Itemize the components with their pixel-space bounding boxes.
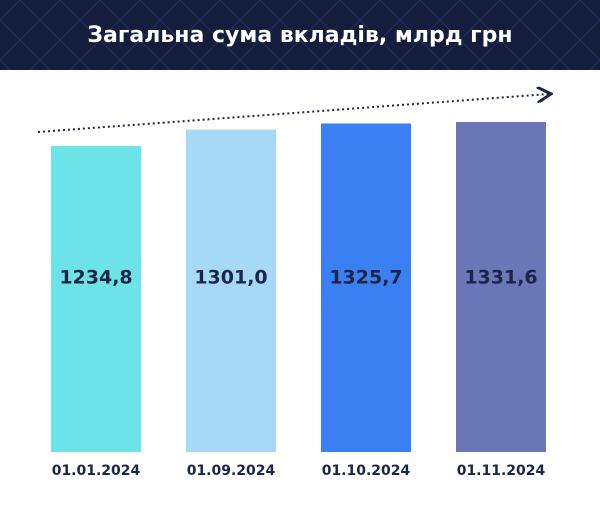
bar (321, 123, 411, 452)
trend-arrow (37, 94, 549, 133)
x-tick-label: 01.10.2024 (322, 463, 411, 479)
value-label: 1234,8 (59, 267, 132, 289)
value-label: 1325,7 (329, 267, 402, 289)
value-label: 1301,0 (194, 267, 267, 289)
bar (186, 129, 276, 452)
bar (456, 122, 546, 452)
bar (51, 145, 141, 452)
x-tick-label: 01.09.2024 (187, 463, 276, 479)
x-tick-label: 01.11.2024 (457, 463, 546, 479)
chart-title: Загальна сума вкладів, млрд грн (87, 23, 512, 48)
header-pattern (0, 0, 600, 70)
x-tick-label: 01.01.2024 (52, 463, 141, 479)
value-label: 1331,6 (464, 267, 537, 289)
